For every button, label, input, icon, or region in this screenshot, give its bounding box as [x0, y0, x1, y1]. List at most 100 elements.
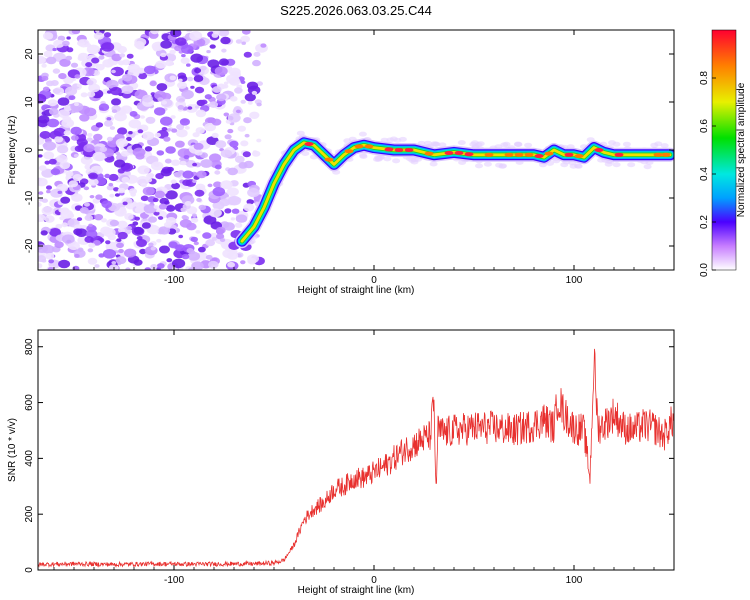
- noise-blob: [256, 138, 262, 143]
- noise-blob: [126, 225, 132, 231]
- noise-blob: [198, 246, 206, 253]
- noise-blob: [108, 182, 114, 187]
- noise-blob: [154, 190, 166, 199]
- noise-blob: [93, 32, 105, 40]
- noise-blob: [211, 132, 219, 138]
- noise-blob: [116, 242, 124, 249]
- noise-blob: [117, 168, 125, 174]
- noise-blob: [156, 83, 168, 92]
- track-halo: [343, 138, 352, 144]
- noise-blob: [142, 131, 155, 141]
- noise-blob: [71, 135, 79, 141]
- noise-blob: [121, 85, 134, 94]
- noise-blob: [237, 125, 246, 132]
- noise-blob: [87, 133, 93, 137]
- noise-blob: [93, 133, 103, 141]
- noise-blob: [180, 160, 187, 166]
- noise-blob: [143, 204, 157, 214]
- noise-scatter: [38, 30, 268, 270]
- noise-blob: [200, 159, 213, 168]
- y-tick-label: 800: [24, 338, 35, 355]
- noise-blob: [214, 66, 228, 76]
- noise-blob: [170, 30, 182, 38]
- noise-blob: [173, 171, 182, 178]
- track-halo: [469, 141, 478, 147]
- noise-blob: [204, 122, 216, 132]
- track-peak: [424, 151, 434, 156]
- noise-blob: [121, 176, 130, 183]
- noise-blob: [234, 155, 245, 163]
- noise-blob: [104, 173, 111, 179]
- track-peak: [514, 152, 524, 157]
- track-peak: [574, 154, 584, 158]
- noise-blob: [58, 73, 67, 80]
- noise-blob: [38, 137, 45, 145]
- noise-blob: [78, 52, 89, 61]
- noise-blob: [178, 234, 184, 239]
- noise-blob: [45, 252, 55, 260]
- noise-blob: [160, 52, 167, 58]
- noise-blob: [227, 113, 241, 123]
- noise-blob: [60, 196, 71, 204]
- noise-blob: [156, 150, 165, 156]
- noise-blob: [86, 80, 94, 86]
- colorbar: 0.0 0.2 0.4 0.6 0.8 Normalized spectral ampl…: [699, 29, 747, 277]
- noise-blob: [74, 74, 81, 79]
- track-halo: [643, 164, 652, 170]
- noise-blob: [133, 259, 143, 266]
- noise-blob: [211, 118, 222, 126]
- noise-blob: [227, 261, 236, 268]
- noise-blob: [117, 187, 126, 194]
- noise-blob: [174, 45, 182, 52]
- noise-blob: [214, 164, 222, 170]
- noise-blob: [209, 44, 216, 49]
- noise-blob: [65, 171, 74, 177]
- noise-blob: [114, 193, 120, 197]
- track-peak: [404, 148, 414, 152]
- track-halo: [560, 162, 569, 168]
- y-tick-label: -20: [24, 238, 35, 253]
- noise-blob: [87, 248, 94, 253]
- noise-blob: [229, 140, 239, 148]
- noise-blob: [57, 190, 63, 194]
- colorbar-label: Normalized spectral amplitude: [736, 82, 747, 217]
- y-tick-label: 20: [24, 48, 35, 60]
- noise-blob: [191, 217, 199, 223]
- noise-blob: [211, 236, 218, 241]
- noise-blob: [108, 173, 119, 182]
- noise-blob: [165, 217, 177, 225]
- noise-blob: [85, 229, 98, 239]
- noise-blob: [101, 200, 112, 209]
- noise-blob: [106, 136, 113, 142]
- noise-blob: [140, 195, 149, 202]
- noise-blob: [111, 69, 116, 74]
- noise-blob: [38, 165, 47, 171]
- track-halo: [622, 141, 631, 147]
- noise-blob: [124, 213, 134, 220]
- noise-blob: [189, 31, 203, 41]
- noise-blob: [49, 108, 59, 116]
- noise-blob: [208, 260, 219, 269]
- noise-blob: [169, 75, 177, 81]
- noise-blob: [88, 242, 96, 248]
- noise-blob: [65, 55, 73, 61]
- noise-blob: [156, 263, 165, 269]
- track-halo: [374, 156, 383, 162]
- noise-blob: [205, 239, 216, 247]
- noise-blob: [79, 207, 89, 214]
- noise-blob: [243, 117, 252, 124]
- noise-blob: [221, 84, 227, 89]
- noise-blob: [128, 119, 142, 129]
- noise-blob: [111, 109, 118, 114]
- noise-blob: [240, 140, 249, 147]
- noise-blob: [54, 136, 64, 143]
- noise-blob: [117, 127, 128, 135]
- noise-blob: [181, 253, 190, 260]
- noise-blob: [171, 159, 181, 166]
- noise-blob: [176, 129, 188, 138]
- noise-blob: [111, 53, 122, 62]
- noise-blob: [181, 54, 186, 58]
- noise-blob: [184, 201, 192, 206]
- noise-blob: [144, 267, 152, 270]
